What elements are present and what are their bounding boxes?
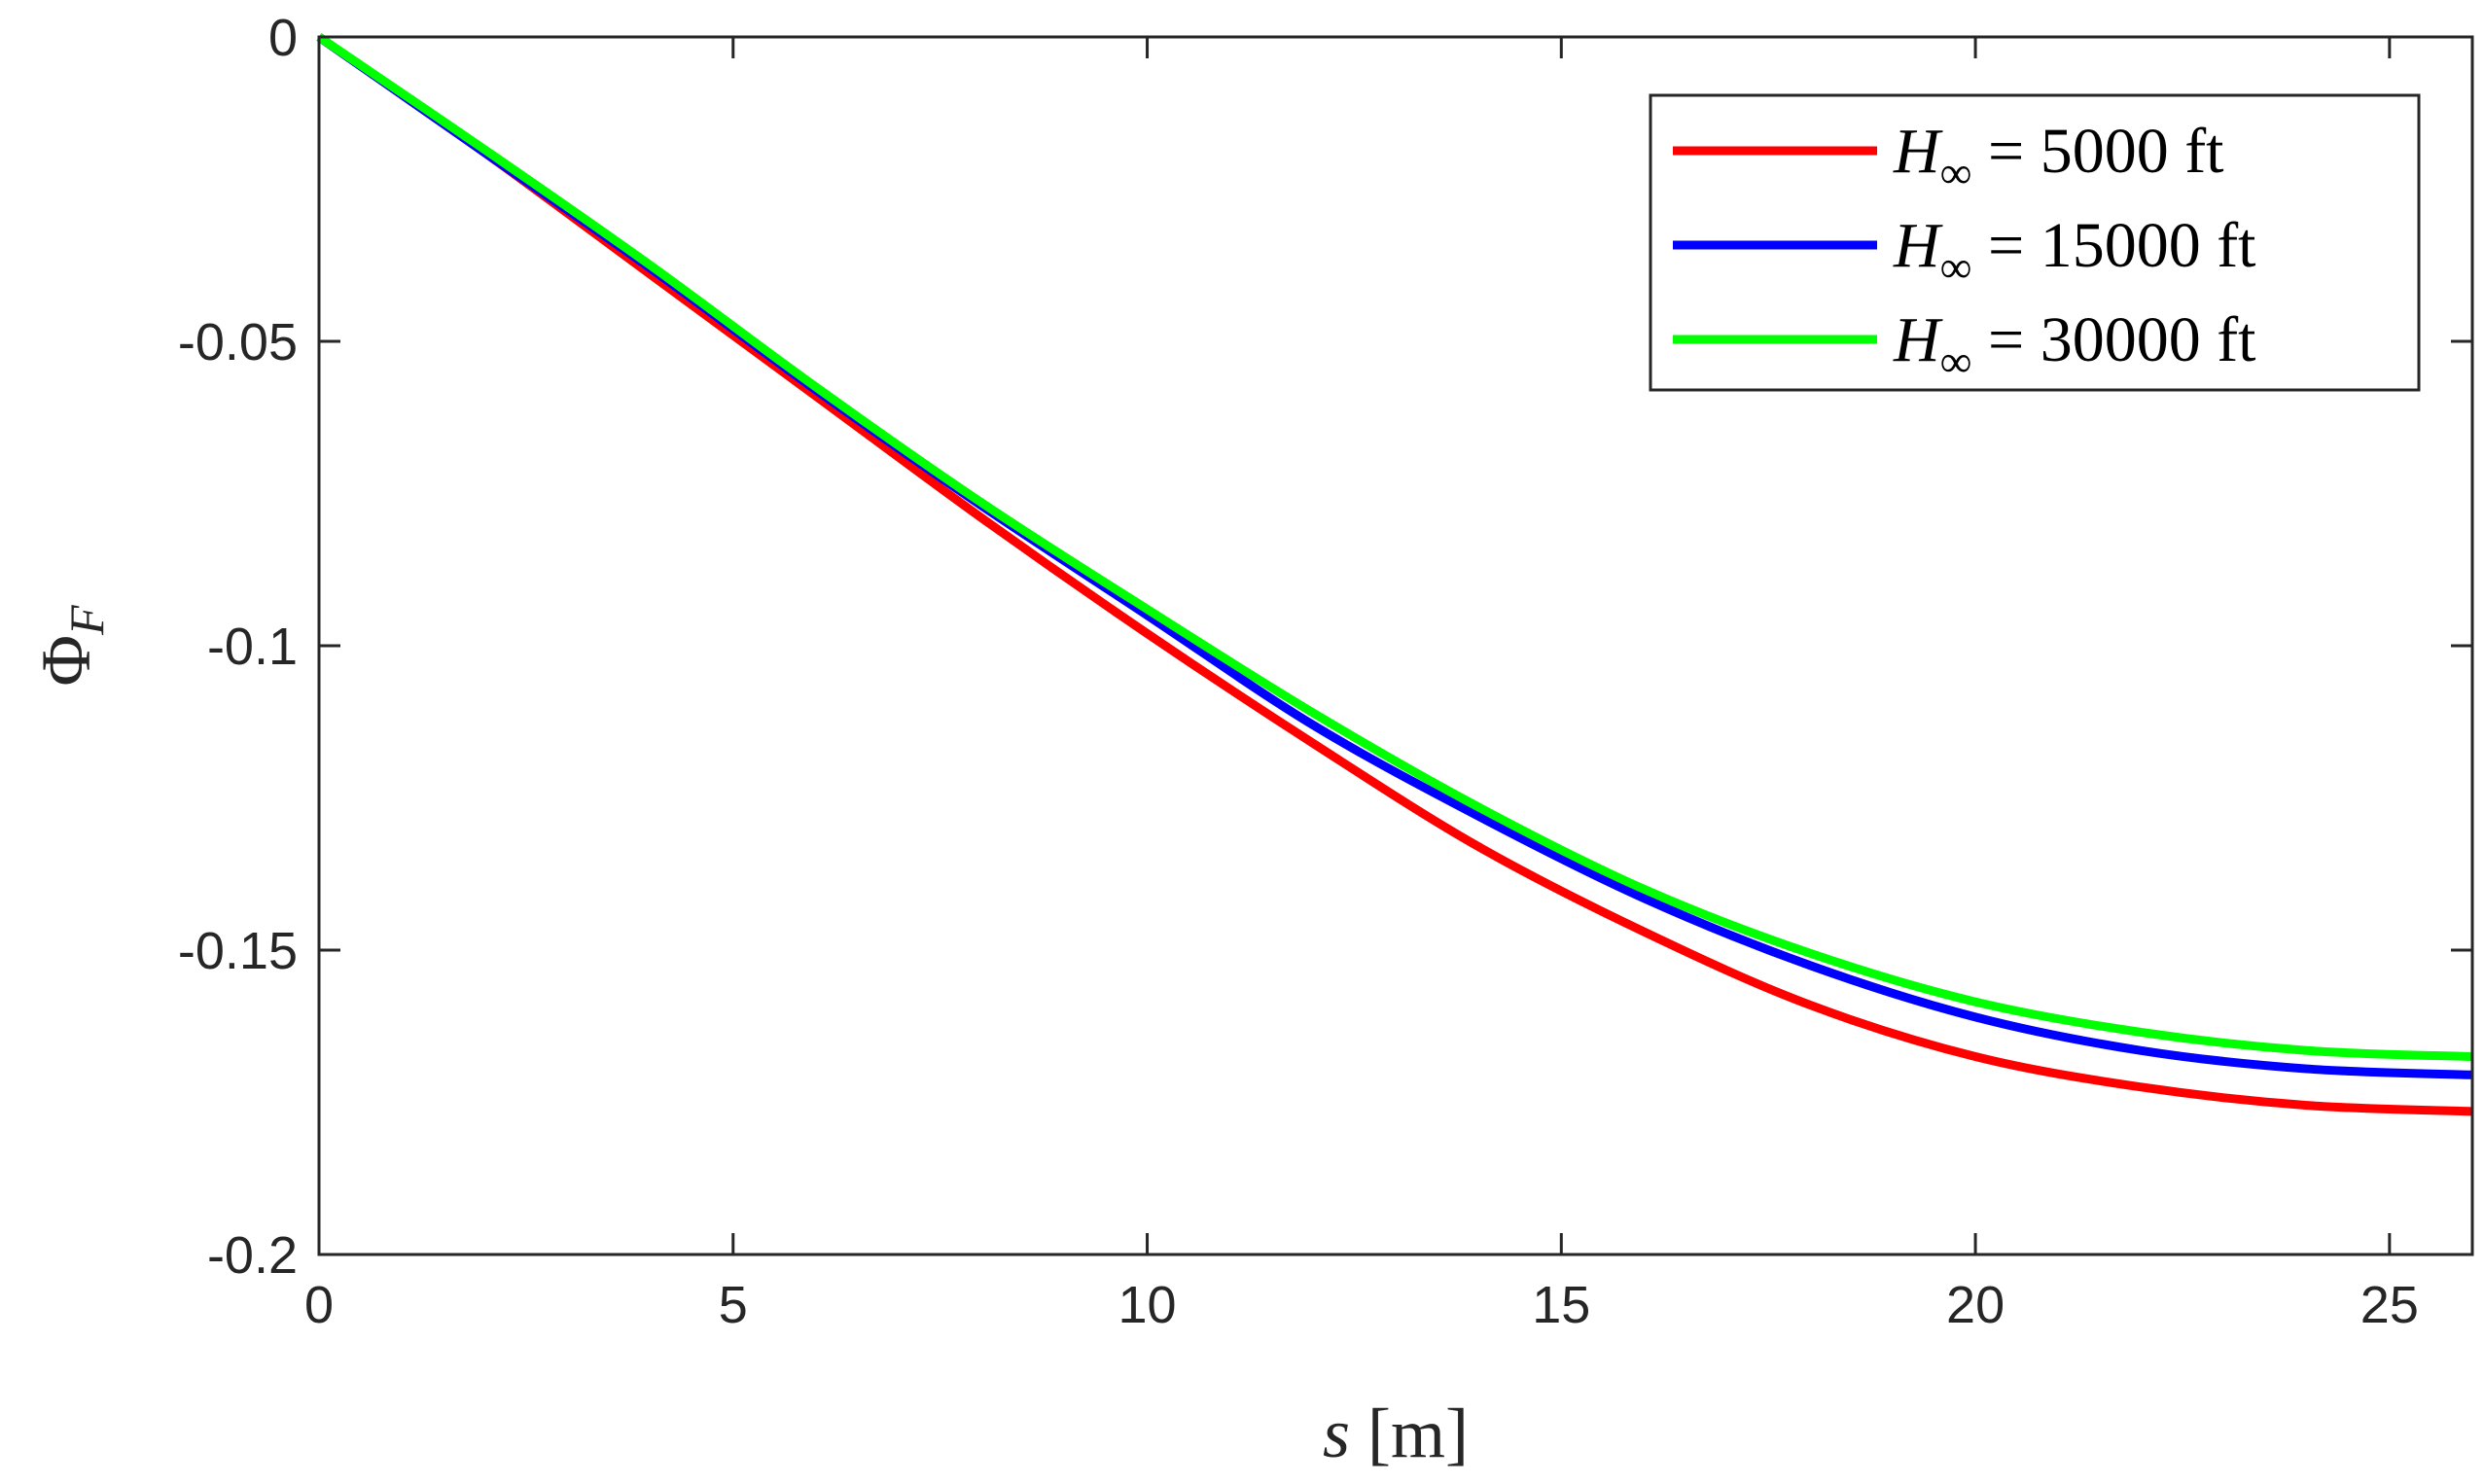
x-tick-label: 20 <box>1946 1276 2005 1334</box>
x-tick-label: 10 <box>1118 1276 1176 1334</box>
x-tick-label: 25 <box>2360 1276 2419 1334</box>
legend-label-var: H <box>1893 116 1943 187</box>
y-tick-label: -0.05 <box>178 313 298 371</box>
legend-label-var: H <box>1893 304 1943 375</box>
x-tick-label: 15 <box>1532 1276 1590 1334</box>
x-tick-label: 5 <box>719 1276 748 1334</box>
legend: H∞ = 5000 ftH∞ = 15000 ftH∞ = 30000 ft <box>1649 93 2421 392</box>
series-layer <box>316 33 2473 1116</box>
x-axis-label-unit: [m] <box>1350 1395 1469 1472</box>
x-axis-label: s [m] <box>1323 1395 1469 1472</box>
series-line-3 <box>316 33 2473 1062</box>
legend-items: H∞ = 5000 ftH∞ = 15000 ftH∞ = 30000 ft <box>1673 116 2256 386</box>
legend-label-1: H∞ = 5000 ft <box>1893 116 2224 197</box>
x-axis-label-var: s <box>1323 1395 1350 1472</box>
y-axis-label-symbol: Φ <box>27 635 105 687</box>
legend-label-value: = 30000 ft <box>1971 304 2255 375</box>
y-tick-label: 0 <box>268 9 298 67</box>
legend-label-subscript: ∞ <box>1940 336 1972 386</box>
legend-label-2: H∞ = 15000 ft <box>1893 210 2256 292</box>
legend-label-subscript: ∞ <box>1940 242 1972 292</box>
x-tick-label: 0 <box>304 1276 334 1334</box>
series-line-1 <box>316 33 2473 1116</box>
legend-label-value: = 15000 ft <box>1971 210 2255 281</box>
y-axis-label: ΦF <box>27 605 114 687</box>
y-tick-label: -0.2 <box>207 1226 298 1285</box>
legend-label-3: H∞ = 30000 ft <box>1893 304 2256 386</box>
ticks-layer: 0 5 10 15 20 25 0 -0.05 -0.1 -0.15 -0.2 <box>178 9 2472 1334</box>
legend-label-var: H <box>1893 210 1943 281</box>
y-tick-label: -0.1 <box>207 618 298 676</box>
y-axis-label-subscript: F <box>59 605 114 636</box>
legend-label-value: = 5000 ft <box>1971 116 2223 187</box>
legend-label-subscript: ∞ <box>1940 148 1972 197</box>
y-tick-label: -0.15 <box>178 922 298 980</box>
